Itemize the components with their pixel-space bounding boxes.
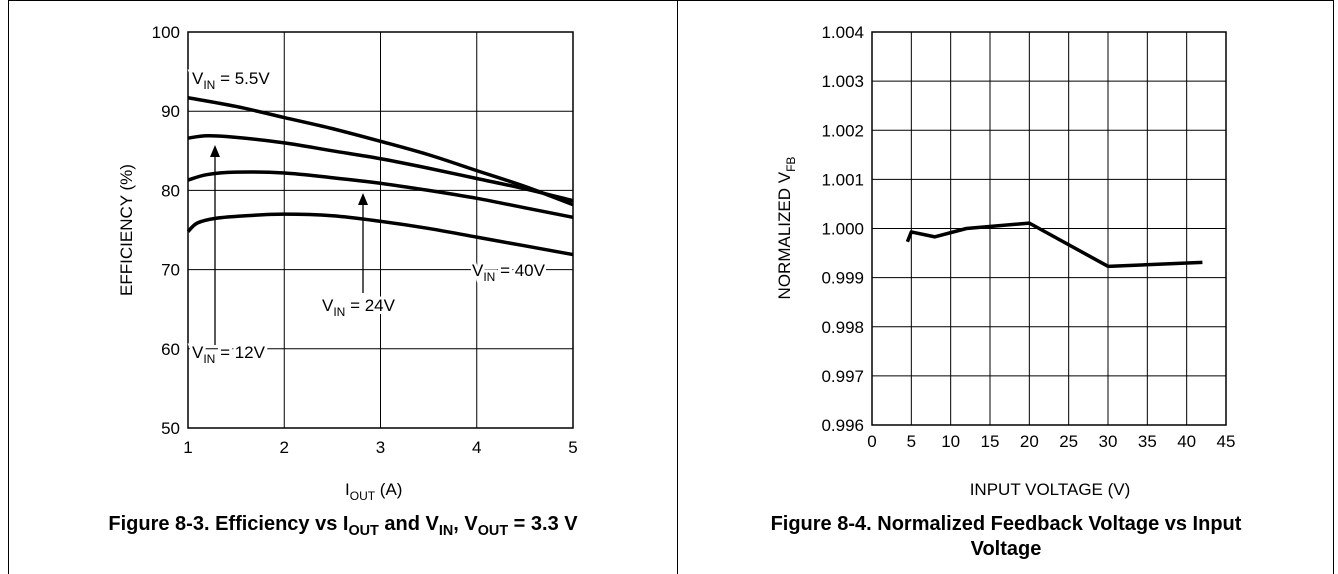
efficiency-x-tick-2: 3 xyxy=(376,438,385,457)
caption-8-3-sub2: IN xyxy=(438,523,454,540)
efficiency-series-label-1-sub: IN xyxy=(203,352,215,366)
efficiency-x-axis-label-rest: (A) xyxy=(375,480,402,499)
efficiency-series-label-2-sub: IN xyxy=(333,305,345,319)
efficiency-series-line-2 xyxy=(187,170,574,220)
efficiency-series-label-3-sub: IN xyxy=(483,270,495,284)
vfb-y-tick-4: 1.000 xyxy=(821,220,864,239)
vfb-y-axis-label: NORMALIZED VFB xyxy=(775,157,798,300)
vfb-y-tick-8: 1.004 xyxy=(821,23,864,42)
efficiency-x-tick-0: 1 xyxy=(183,438,192,457)
frame-divider xyxy=(677,0,678,574)
vfb-y-tick-1: 0.997 xyxy=(821,367,864,386)
caption-8-3-suffix: = 3.3 V xyxy=(508,513,578,535)
vfb-y-tick-5: 1.001 xyxy=(821,170,864,189)
efficiency-y-tick-1: 60 xyxy=(161,340,180,359)
efficiency-series-label-1-main: V xyxy=(192,343,204,362)
vfb-x-tick-0: 0 xyxy=(867,432,876,451)
caption-8-4-line2: Voltage xyxy=(970,538,1042,560)
efficiency-series-label-2-main: V xyxy=(322,296,334,315)
efficiency-series-label-2-rest: = 24V xyxy=(345,296,395,315)
vfb-x-tick-2: 10 xyxy=(941,432,960,451)
vfb-y-tick-2: 0.998 xyxy=(821,318,864,337)
efficiency-series-label-0-main: V xyxy=(192,69,204,88)
efficiency-chart: 1 2 3 4 5 50 60 70 80 90 100 EFFICIENCY (%) IOUT (A)… xyxy=(117,23,578,503)
vfb-x-axis-label: INPUT VOLTAGE (V) xyxy=(970,480,1131,499)
efficiency-x-tick-3: 4 xyxy=(472,438,481,457)
vfb-series-line-0 xyxy=(905,221,1203,269)
vfb-x-tick-3: 15 xyxy=(981,432,1000,451)
vfb-chart: 0 5 10 15 20 25 30 35 40 45 0.996 0.997 0.998 0.999 1.… xyxy=(775,23,1235,499)
efficiency-series-label-3: VIN = 40V xyxy=(472,261,546,284)
efficiency-x-tick-4: 5 xyxy=(568,438,577,457)
efficiency-series-label-3-main: V xyxy=(472,261,484,280)
caption-8-3-sub1: OUT xyxy=(348,523,379,540)
frame-left-border xyxy=(8,0,9,574)
efficiency-x-tick-1: 2 xyxy=(280,438,289,457)
efficiency-y-axis-label: EFFICIENCY (%) xyxy=(117,164,136,296)
efficiency-series-label-1: VIN = 12V xyxy=(192,343,266,366)
efficiency-y-tick-5: 100 xyxy=(152,23,180,42)
vfb-y-axis-label-sub: FB xyxy=(784,157,798,172)
efficiency-y-tick-0: 50 xyxy=(161,419,180,438)
vfb-plot-frame xyxy=(871,31,1227,426)
caption-8-4-line1: Figure 8-4. Normalized Feedback Voltage … xyxy=(770,513,1242,535)
frame-top-border xyxy=(8,0,1334,1)
arrow-vin-24v-head xyxy=(358,193,368,205)
vfb-y-tick-6: 1.002 xyxy=(821,121,864,140)
efficiency-x-axis-label-sub: OUT xyxy=(350,489,376,503)
efficiency-series-label-3-rest: = 40V xyxy=(495,261,545,280)
vfb-y-tick-3: 0.999 xyxy=(821,269,864,288)
efficiency-y-tick-2: 70 xyxy=(161,261,180,280)
caption-figure-8-4: Figure 8-4. Normalized Feedback Voltage … xyxy=(680,512,1332,562)
vfb-x-tick-8: 40 xyxy=(1177,432,1196,451)
caption-8-3-sub3: OUT xyxy=(477,523,509,540)
vfb-y-tick-7: 1.003 xyxy=(821,72,864,91)
caption-8-3-mid2: , V xyxy=(453,513,478,535)
caption-figure-8-3: Figure 8-3. Efficiency vs IOUT and VIN, … xyxy=(10,512,676,539)
vfb-x-tick-4: 20 xyxy=(1020,432,1039,451)
frame-right-border xyxy=(1333,0,1334,574)
caption-8-3-mid1: and V xyxy=(378,513,439,535)
efficiency-series-label-0-sub: IN xyxy=(203,78,215,92)
efficiency-series-label-2: VIN = 24V xyxy=(322,296,396,319)
efficiency-series-label-1-rest: = 12V xyxy=(215,343,265,362)
vfb-x-tick-7: 35 xyxy=(1138,432,1157,451)
vfb-x-tick-5: 25 xyxy=(1059,432,1078,451)
efficiency-series-label-0: VIN = 5.5V xyxy=(192,69,270,92)
efficiency-series-label-0-rest: = 5.5V xyxy=(215,69,270,88)
efficiency-series-line-1 xyxy=(187,133,574,203)
vfb-y-tick-0: 0.996 xyxy=(821,416,864,435)
efficiency-x-axis-label: IOUT (A) xyxy=(345,480,402,503)
caption-8-3-prefix: Figure 8-3. Efficiency vs I xyxy=(108,513,349,535)
vfb-x-tick-9: 45 xyxy=(1217,432,1236,451)
efficiency-series-line-0 xyxy=(187,96,574,207)
efficiency-x-axis-label-main: I xyxy=(345,480,350,499)
vfb-x-tick-1: 5 xyxy=(907,432,916,451)
efficiency-y-tick-4: 90 xyxy=(161,102,180,121)
efficiency-series-line-3 xyxy=(186,212,574,257)
vfb-y-axis-label-main: NORMALIZED V xyxy=(775,171,794,299)
efficiency-y-tick-3: 80 xyxy=(161,181,180,200)
arrow-vin-12v-head xyxy=(210,145,220,157)
figure-frame xyxy=(8,0,1334,574)
vfb-x-tick-6: 30 xyxy=(1099,432,1118,451)
